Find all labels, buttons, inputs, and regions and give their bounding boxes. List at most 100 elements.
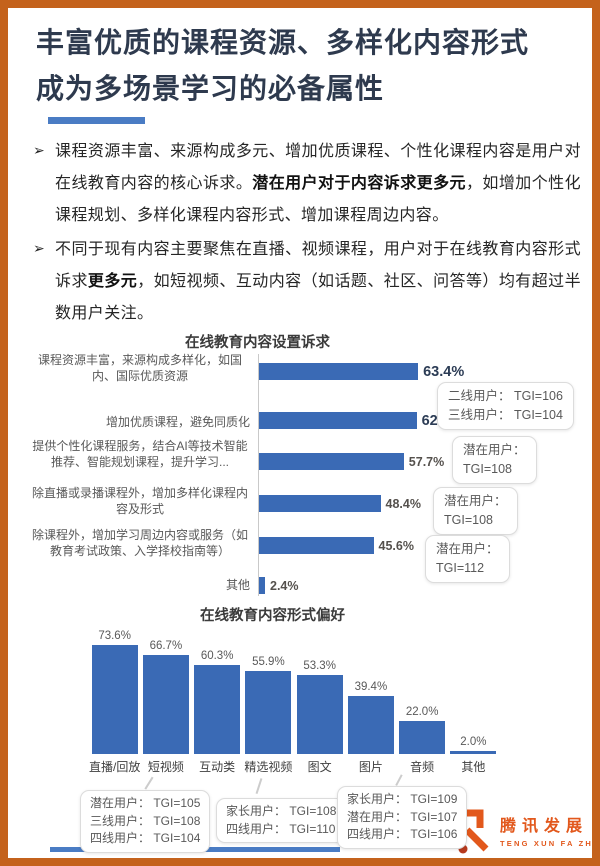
tgi-line: 潜在用户： TGI=107 bbox=[347, 809, 458, 824]
arrow-bullet-icon: ➢ bbox=[33, 142, 45, 158]
tgi-line: 潜在用户： bbox=[436, 542, 499, 556]
bar-segment bbox=[259, 453, 404, 470]
callout-connector-line bbox=[144, 776, 154, 790]
chart2-column: 60.3% bbox=[192, 626, 243, 754]
chart-format-preference: 在线教育内容形式偏好 73.6% 66.7% 60.3% 55.9% 53.3% bbox=[0, 600, 600, 866]
bar-value-label: 48.4% bbox=[385, 496, 421, 511]
chart1-category-label: 课程资源丰富，来源构成多样化，如国内、国际优质资源 bbox=[37, 353, 242, 383]
bar-value-label: 2.4% bbox=[270, 578, 299, 593]
chart1-category-label: 提供个性化课程服务，结合AI等技术智能推荐、智能规划课程，提升学习... bbox=[32, 439, 248, 469]
bullet-item: ➢ 不同于现有内容主要聚焦在直播、视频课程，用户对于在线教育内容形式诉求更多元，… bbox=[33, 234, 581, 330]
bullet-text-post: ，如短视频、互动内容（如话题、社区、问答等）均有超过半数用户关注。 bbox=[55, 273, 582, 322]
bar-segment bbox=[259, 577, 265, 594]
chart1-bar-row: 45.6% bbox=[259, 537, 414, 554]
axis-category-label: 其他 bbox=[461, 760, 486, 774]
callout-connector-line bbox=[255, 778, 262, 794]
chart2-column: 22.0% bbox=[397, 626, 448, 754]
chart2-plot-area: 73.6% 66.7% 60.3% 55.9% 53.3% 39.4% bbox=[89, 626, 499, 754]
bar-segment bbox=[399, 721, 446, 754]
bar-segment bbox=[259, 363, 419, 380]
chart-content-demands: 在线教育内容设置诉求 课程资源丰富，来源构成多样化，如国内、国际优质资源 增加优… bbox=[0, 330, 600, 598]
bullet-item: ➢ 课程资源丰富、来源构成多元、增加优质课程、个性化课程内容是用户对在线教育内容… bbox=[33, 136, 581, 232]
bar-segment bbox=[142, 655, 189, 754]
bullet-text-pre: 课程资源丰富、来源构成多元、增加优质课程、个性化课程内容是用户对在线教育内容的核… bbox=[55, 143, 581, 192]
axis-category-label: 音频 bbox=[410, 760, 435, 774]
bullet-text-pre: 不同于现有内容主要聚焦在直播、视频课程，用户对于在线教育内容形式诉求 bbox=[55, 241, 581, 290]
chart1-category-label: 除课程外，增加学习周边内容或服务（如教育考试政策、入学择校指南等） bbox=[31, 528, 248, 558]
brand-logo-text: 腾讯发展 TENG XUN FA ZHAN bbox=[500, 812, 600, 848]
axis-category-label: 图文 bbox=[307, 760, 332, 774]
bar-value-label: 66.7% bbox=[149, 640, 183, 653]
bullet-text-bold: 更多元 bbox=[87, 273, 138, 290]
chart1-title: 在线教育内容设置诉求 bbox=[185, 335, 330, 351]
chart2-column: 66.7% bbox=[140, 626, 191, 754]
tgi-callout: 潜在用户： TGI=108 bbox=[452, 436, 537, 484]
axis-category-label: 图片 bbox=[358, 760, 383, 774]
tgi-line: 四线用户： TGI=104 bbox=[90, 831, 201, 845]
bar-segment bbox=[450, 751, 497, 754]
chart1-bar-row: 48.4% bbox=[259, 495, 421, 512]
chart2-column: 73.6% bbox=[89, 626, 140, 754]
bar-value-label: 63.4% bbox=[423, 363, 465, 380]
chart2-column: 53.3% bbox=[294, 626, 345, 754]
tgi-line: 三线用户： TGI=108 bbox=[90, 813, 201, 828]
chart2-column: 55.9% bbox=[243, 626, 294, 754]
bar-value-label: 57.7% bbox=[408, 454, 445, 469]
chart1-bar-row: 2.4% bbox=[259, 577, 299, 594]
tgi-callout: 家长用户： TGI=108 四线用户： TGI=110 bbox=[216, 798, 347, 843]
axis-category-label: 短视频 bbox=[147, 760, 184, 774]
tgi-line: TGI=108 bbox=[463, 462, 512, 476]
bar-value-label: 22.0% bbox=[405, 706, 439, 719]
bullet-list: ➢ 课程资源丰富、来源构成多元、增加优质课程、个性化课程内容是用户对在线教育内容… bbox=[33, 136, 581, 332]
bar-segment bbox=[194, 664, 241, 754]
tgi-callout: 潜在用户： TGI=112 bbox=[425, 535, 510, 583]
bullet-text-post: ，如增加个性化课程规划、多样化课程内容形式、增加课程周边内容。 bbox=[55, 175, 581, 224]
bar-value-label: 73.6% bbox=[98, 630, 131, 643]
tgi-line: TGI=108 bbox=[444, 513, 493, 527]
chart2-axis-labels: 直播/回放 短视频 互动类 精选视频 图文 图片 音频 其他 bbox=[89, 758, 499, 775]
tgi-line: 四线用户： TGI=110 bbox=[226, 821, 336, 836]
bar-segment bbox=[347, 695, 394, 754]
tgi-line: 二线用户： TGI=106 bbox=[448, 389, 563, 403]
bar-value-label: 53.3% bbox=[303, 660, 336, 673]
title-accent-bar bbox=[48, 117, 145, 124]
chart1-bar-row: 62.8% bbox=[259, 412, 463, 429]
callout-connector-line bbox=[395, 774, 403, 786]
tgi-line: TGI=112 bbox=[436, 561, 485, 575]
tgi-line: 潜在用户： bbox=[444, 494, 507, 508]
tgi-line: 家长用户： TGI=109 bbox=[347, 792, 458, 806]
brand-name-en: TENG XUN FA ZHAN bbox=[500, 839, 600, 848]
bar-segment bbox=[259, 537, 374, 554]
chart1-bar-row: 57.7% bbox=[259, 453, 444, 470]
axis-category-label: 直播/回放 bbox=[89, 760, 141, 774]
page-title: 丰富优质的课程资源、多样化内容形式 成为多场景学习的必备属性 bbox=[36, 20, 581, 112]
bar-value-label: 2.0% bbox=[460, 736, 487, 748]
bullet-text: 不同于现有内容主要聚焦在直播、视频课程，用户对于在线教育内容形式诉求更多元，如短… bbox=[55, 234, 581, 330]
page-title-line1: 丰富优质的课程资源、多样化内容形式 bbox=[36, 27, 530, 58]
bar-segment bbox=[259, 412, 417, 429]
brand-logo: 腾讯发展 TENG XUN FA ZHAN bbox=[452, 806, 600, 854]
bar-segment bbox=[245, 671, 292, 754]
chart1-category-label: 增加优质课程，避免同质化 bbox=[105, 415, 250, 429]
axis-category-label: 互动类 bbox=[199, 760, 236, 774]
arrow-bullet-icon: ➢ bbox=[33, 240, 45, 256]
chart1-bar-row: 63.4% bbox=[259, 363, 464, 380]
chart2-column: 39.4% bbox=[345, 626, 396, 754]
bar-value-label: 45.6% bbox=[378, 538, 414, 553]
chart2-title: 在线教育内容形式偏好 bbox=[200, 608, 345, 624]
page-title-line2: 成为多场景学习的必备属性 bbox=[36, 73, 385, 104]
bar-segment bbox=[259, 495, 381, 512]
tgi-line: 潜在用户： TGI=105 bbox=[90, 796, 201, 810]
tgi-line: 四线用户： TGI=106 bbox=[347, 827, 458, 841]
chart1-axis-line bbox=[258, 354, 259, 596]
bullet-text: 课程资源丰富、来源构成多元、增加优质课程、个性化课程内容是用户对在线教育内容的核… bbox=[55, 136, 581, 232]
chart2-column: 2.0% bbox=[448, 626, 499, 754]
bar-segment bbox=[296, 675, 343, 754]
bullet-text-bold: 潜在用户对于内容诉求更多元 bbox=[252, 175, 466, 192]
bar-value-label: 60.3% bbox=[200, 649, 234, 662]
chart1-category-label: 除直播或录播课程外，增加多样化课程内容及形式 bbox=[31, 486, 248, 516]
brand-name-cn: 腾讯发展 bbox=[500, 818, 589, 835]
bar-segment bbox=[91, 645, 138, 754]
tgi-callout: 二线用户： TGI=106 三线用户： TGI=104 bbox=[437, 382, 574, 430]
